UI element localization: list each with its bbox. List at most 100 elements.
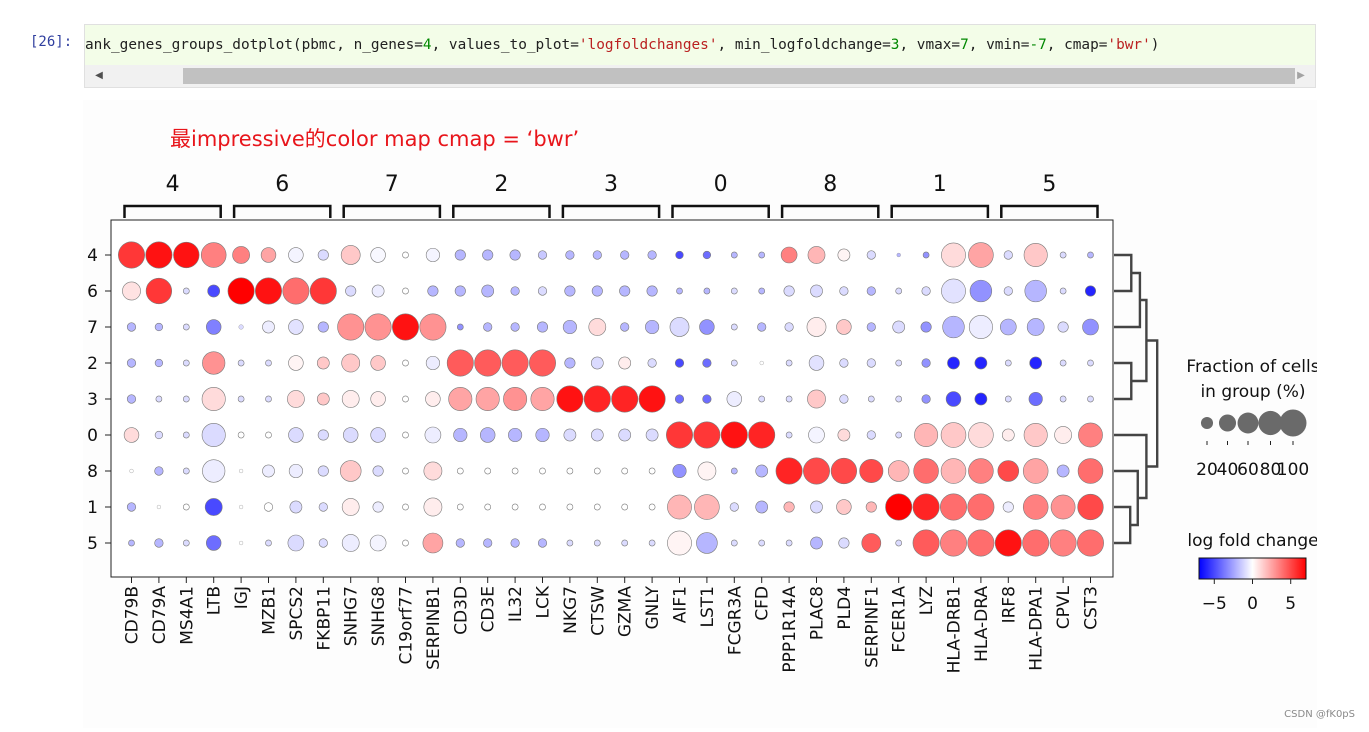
color-legend: log fold change −5 0 5	[1187, 531, 1318, 614]
dot	[667, 494, 692, 520]
size-legend-dot	[1218, 414, 1237, 432]
horizontal-scrollbar[interactable]: ◀ ▶	[85, 65, 1315, 87]
dot	[480, 427, 496, 443]
dot	[237, 395, 245, 403]
size-legend-dot	[1200, 416, 1214, 430]
dot	[702, 358, 712, 368]
dot	[780, 246, 798, 264]
dot	[968, 315, 993, 339]
code-input-line[interactable]: ank_genes_groups_dotplot(pbmc, n_genes=4…	[85, 25, 1315, 65]
dot	[372, 465, 384, 477]
dot	[1001, 428, 1015, 442]
dot	[621, 503, 629, 511]
gene-label: SERPINB1	[424, 586, 444, 670]
dot	[588, 318, 607, 336]
dot	[448, 387, 473, 411]
dot	[837, 428, 851, 442]
dot	[1028, 391, 1043, 407]
dot	[648, 467, 656, 475]
dots	[118, 241, 1104, 557]
size-legend-label: 100	[1277, 460, 1309, 480]
gene-label: SNHG8	[369, 586, 389, 646]
dot	[810, 536, 823, 550]
dot	[591, 285, 603, 297]
dot	[1002, 501, 1014, 513]
code-text[interactable]: ank_genes_groups_dotplot(pbmc, n_genes=4…	[85, 25, 1159, 65]
dot	[867, 395, 875, 403]
dot	[402, 503, 409, 511]
dot	[539, 503, 546, 511]
code-cell[interactable]: ank_genes_groups_dotplot(pbmc, n_genes=4…	[84, 24, 1316, 88]
dot	[618, 428, 632, 442]
dot	[182, 323, 190, 331]
dot	[345, 285, 357, 297]
code-token: 'bwr'	[1107, 37, 1151, 53]
dendrogram-branch	[1114, 253, 1133, 293]
dot	[316, 392, 330, 406]
dot	[621, 467, 629, 475]
dot	[785, 359, 793, 367]
gene-label: FCER1A	[890, 586, 910, 653]
dot	[785, 539, 793, 547]
dot	[424, 426, 442, 444]
dot	[265, 395, 272, 403]
dot	[785, 431, 793, 439]
dot	[145, 241, 173, 269]
dendrogram-branch	[1114, 505, 1132, 545]
group-bracket	[671, 204, 770, 218]
dot	[1084, 285, 1097, 297]
gene-label: PLD4	[835, 586, 855, 630]
dot	[341, 534, 360, 552]
dot	[942, 315, 965, 339]
scrollbar-thumb[interactable]	[183, 68, 1295, 84]
dot	[1022, 494, 1049, 520]
gene-label: CFD	[753, 586, 773, 621]
dot	[1059, 287, 1067, 295]
dot	[123, 427, 140, 443]
dot	[808, 426, 825, 444]
dot	[913, 458, 939, 484]
dot	[703, 287, 711, 295]
dot	[757, 322, 767, 332]
dot	[454, 249, 466, 261]
dot	[265, 431, 272, 439]
row-label: 0	[87, 426, 98, 446]
dot	[341, 390, 360, 408]
dot	[239, 468, 244, 474]
dot	[730, 251, 738, 259]
dot	[676, 287, 683, 295]
dot	[783, 501, 795, 513]
dot	[288, 247, 304, 263]
dot	[563, 428, 577, 442]
dot	[839, 286, 849, 296]
color-legend-title: log fold change	[1187, 531, 1317, 551]
dot	[422, 532, 444, 554]
dot	[940, 422, 967, 448]
dot	[537, 286, 548, 296]
dot	[1078, 422, 1103, 448]
dot	[154, 538, 164, 548]
dot	[1057, 321, 1069, 333]
watermark: CSDN @fK0pS	[1284, 709, 1355, 720]
gene-label: FCGR3A	[725, 586, 745, 655]
code-token: -7	[1029, 37, 1047, 53]
dot	[425, 247, 440, 263]
dot	[861, 533, 882, 553]
dot	[720, 421, 748, 449]
gene-label: MZB1	[260, 586, 280, 635]
row-label: 1	[87, 498, 98, 518]
dot	[287, 390, 305, 408]
dot	[530, 387, 555, 411]
dot	[402, 467, 409, 475]
dot	[694, 494, 720, 520]
dot	[402, 359, 409, 367]
scroll-right-icon[interactable]: ▶	[1297, 70, 1305, 81]
gene-label: IGJ	[232, 586, 252, 609]
gene-label: LYZ	[917, 586, 937, 615]
scroll-left-icon[interactable]: ◀	[95, 70, 103, 81]
dot	[674, 394, 685, 404]
dot	[702, 394, 712, 404]
dot	[783, 285, 795, 297]
dot	[511, 467, 519, 475]
dot	[556, 385, 584, 413]
